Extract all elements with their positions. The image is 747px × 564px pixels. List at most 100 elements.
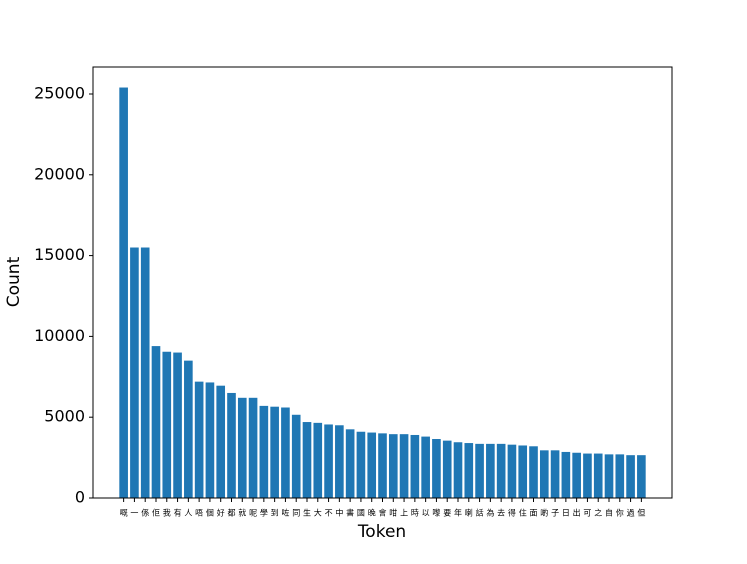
- x-tick-label: 有: [174, 508, 182, 518]
- bar: [550, 450, 560, 498]
- x-tick-label: 生: [303, 508, 311, 518]
- x-tick-label: 同: [292, 509, 300, 518]
- bar: [151, 346, 161, 498]
- x-tick-label: 咁: [389, 508, 397, 518]
- x-tick-label: 佢: [152, 508, 160, 518]
- x-tick-label: 到: [271, 509, 279, 518]
- bar: [237, 397, 247, 498]
- x-tick-label: 係: [141, 509, 149, 518]
- bar: [572, 452, 581, 498]
- bar: [378, 433, 387, 498]
- x-tick-label: 子: [551, 509, 559, 518]
- bar: [432, 439, 441, 498]
- bar: [173, 352, 182, 498]
- x-tick-label: 話: [476, 508, 484, 518]
- x-tick-label: 中: [335, 508, 343, 518]
- x-tick-label: 一: [130, 509, 138, 518]
- y-tick-label: 10000: [34, 326, 85, 345]
- bar: [475, 443, 484, 498]
- x-tick-label: 去: [497, 508, 505, 518]
- bar: [302, 422, 312, 498]
- x-tick-label: 出: [573, 508, 581, 518]
- x-tick-label: 過: [627, 508, 635, 518]
- bar: [604, 454, 614, 498]
- x-tick-label: 之: [594, 508, 602, 518]
- bar: [216, 385, 226, 498]
- bar: [442, 440, 452, 498]
- x-tick-label: 就: [238, 508, 246, 518]
- bar: [130, 247, 139, 498]
- x-tick-label: 大: [314, 508, 322, 518]
- x-tick-label: 上: [400, 509, 408, 518]
- plot-frame: [92, 66, 673, 499]
- x-tick-label: 你: [616, 508, 624, 518]
- x-tick-label: 日: [562, 509, 570, 518]
- bar: [496, 443, 506, 498]
- x-tick-label: 我: [163, 508, 171, 518]
- x-tick-label: 嚟: [432, 508, 440, 518]
- y-tick-label: 5000: [44, 407, 85, 426]
- bar: [593, 453, 603, 498]
- x-tick-label: 都: [227, 509, 235, 518]
- bar: [399, 434, 409, 498]
- x-tick-label: 以: [422, 509, 430, 518]
- bar: [345, 429, 355, 498]
- bar: [421, 436, 430, 498]
- x-tick-label: 得: [508, 508, 516, 518]
- bar: [194, 381, 204, 498]
- y-tick-label: 15000: [34, 245, 85, 264]
- x-tick-label: 要: [443, 509, 451, 518]
- bar: [259, 405, 269, 498]
- x-tick-label: 住: [519, 508, 527, 518]
- bar: [486, 443, 495, 498]
- bar: [291, 414, 301, 498]
- x-tick-label: 書: [346, 508, 354, 518]
- bar: [140, 247, 150, 498]
- bar: [529, 446, 538, 498]
- bar: [162, 351, 172, 498]
- bar: [205, 382, 215, 498]
- bar: [626, 455, 635, 498]
- bar: [248, 397, 258, 498]
- x-tick-label: 唔: [195, 509, 203, 518]
- bar: [313, 422, 323, 498]
- bar: [464, 443, 474, 498]
- x-tick-label: 會: [379, 508, 387, 518]
- x-tick-label: 咗: [281, 508, 289, 518]
- x-tick-label: 呢: [249, 509, 257, 518]
- bar: [270, 406, 279, 498]
- bar: [518, 445, 528, 498]
- x-tick-label: 嘅: [120, 509, 128, 518]
- x-tick-label: 晚: [368, 508, 376, 518]
- x-tick-label: 啲: [540, 508, 548, 518]
- bar: [227, 392, 236, 498]
- x-axis-label: Token: [357, 522, 406, 542]
- x-tick-label: 可: [583, 509, 591, 518]
- y-tick-label: 0: [75, 488, 85, 507]
- bar: [335, 425, 344, 498]
- bar: [637, 455, 646, 498]
- x-tick-label: 自: [605, 508, 613, 518]
- x-tick-label: 不: [325, 509, 333, 518]
- bar: [184, 360, 193, 498]
- x-tick-label: 時: [411, 509, 419, 518]
- x-tick-label: 國: [357, 509, 365, 518]
- bar: [453, 442, 463, 498]
- x-tick-label: 但: [637, 508, 645, 518]
- bar: [615, 454, 625, 498]
- x-tick-label: 喇: [465, 508, 473, 518]
- bar: [356, 431, 366, 498]
- bar: [507, 444, 517, 498]
- bar: [561, 451, 571, 498]
- bar: [388, 434, 398, 498]
- y-axis-label: Count: [4, 256, 24, 307]
- bar: [119, 87, 128, 499]
- x-tick-label: 人: [184, 509, 192, 518]
- bar: [324, 424, 333, 498]
- bar: [539, 450, 549, 498]
- x-tick-label: 學: [260, 508, 268, 518]
- y-tick-label: 25000: [34, 83, 85, 102]
- x-tick-label: 好: [217, 508, 225, 518]
- y-tick-label: 20000: [34, 164, 85, 183]
